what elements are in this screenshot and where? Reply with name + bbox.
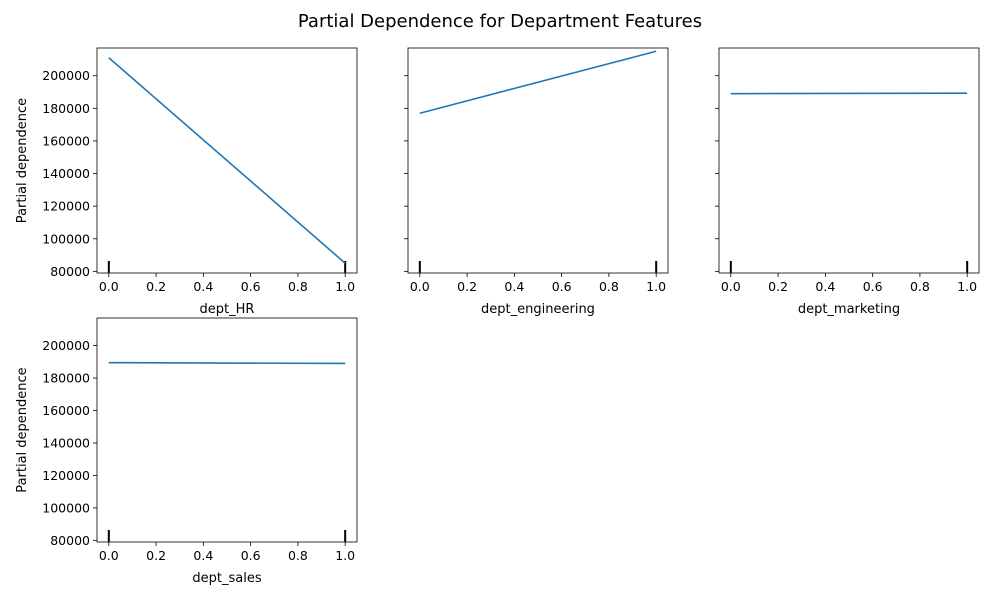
axes-frame bbox=[96, 47, 358, 274]
x-axis-label: dept_HR bbox=[200, 302, 255, 317]
x-tick-label: 0.4 bbox=[504, 279, 524, 294]
y-tick-label: 200000 bbox=[42, 68, 90, 83]
y-tick-label: 200000 bbox=[42, 338, 90, 353]
y-tick-label: 120000 bbox=[42, 199, 90, 214]
axes-frame bbox=[407, 47, 669, 274]
x-axis-label: dept_marketing bbox=[798, 302, 900, 317]
y-axis-label: Partial dependence bbox=[15, 367, 30, 492]
x-tick-label: 1.0 bbox=[957, 279, 977, 294]
x-tick-label: 1.0 bbox=[335, 279, 355, 294]
y-tick-label: 180000 bbox=[42, 371, 90, 386]
subplot-dept_sales: 0.0 0.2 0.4 0.6 0.8 1.0 80000 100000 120000 14000… bbox=[15, 317, 358, 586]
x-tick-label: 0.6 bbox=[241, 279, 261, 294]
y-tick-label: 80000 bbox=[50, 533, 90, 548]
y-tick-label: 140000 bbox=[42, 166, 90, 181]
figure-title: Partial Dependence for Department Featur… bbox=[298, 11, 702, 32]
x-tick-label: 0.4 bbox=[193, 548, 213, 563]
x-tick-label: 0.8 bbox=[288, 279, 308, 294]
x-tick-label: 0.0 bbox=[410, 279, 430, 294]
y-tick-label: 160000 bbox=[42, 403, 90, 418]
axes-frame bbox=[96, 317, 358, 543]
x-tick-label: 0.2 bbox=[457, 279, 477, 294]
subplot-grid: 0.0 0.2 0.4 0.6 0.8 1.0 80000 100000 120000 14000… bbox=[15, 47, 980, 586]
subplot-dept_engineering: 0.0 0.2 0.4 0.6 0.8 1.0 dept_engineering bbox=[404, 47, 669, 317]
x-axis-label: dept_sales bbox=[192, 571, 261, 586]
axes-frame bbox=[718, 47, 980, 274]
x-tick-label: 0.6 bbox=[863, 279, 883, 294]
x-axis-label: dept_engineering bbox=[481, 302, 595, 317]
pd-line-dept_HR bbox=[108, 57, 346, 264]
x-tick-label: 0.6 bbox=[552, 279, 572, 294]
pd-line-dept_engineering bbox=[419, 50, 657, 114]
x-tick-label: 0.4 bbox=[193, 279, 213, 294]
x-tick-label: 1.0 bbox=[646, 279, 666, 294]
x-tick-label: 0.0 bbox=[99, 279, 119, 294]
y-tick-label: 140000 bbox=[42, 435, 90, 450]
x-tick-label: 0.2 bbox=[146, 279, 166, 294]
y-tick-label: 100000 bbox=[42, 231, 90, 246]
x-tick-label: 0.8 bbox=[288, 548, 308, 563]
x-tick-label: 1.0 bbox=[335, 548, 355, 563]
y-tick-label: 180000 bbox=[42, 101, 90, 116]
subplot-dept_HR: 0.0 0.2 0.4 0.6 0.8 1.0 80000 100000 120000 14000… bbox=[15, 47, 358, 317]
pd-line-dept_sales bbox=[108, 361, 346, 365]
x-tick-label: 0.4 bbox=[815, 279, 835, 294]
subplot-dept_marketing: 0.0 0.2 0.4 0.6 0.8 1.0 dept_marketing bbox=[715, 47, 980, 317]
y-tick-label: 120000 bbox=[42, 468, 90, 483]
y-tick-label: 160000 bbox=[42, 133, 90, 148]
x-tick-label: 0.0 bbox=[99, 548, 119, 563]
y-axis-label: Partial dependence bbox=[15, 98, 30, 223]
x-tick-label: 0.6 bbox=[241, 548, 261, 563]
y-tick-label: 100000 bbox=[42, 500, 90, 515]
x-tick-label: 0.2 bbox=[146, 548, 166, 563]
x-tick-label: 0.0 bbox=[721, 279, 741, 294]
y-tick-label: 80000 bbox=[50, 264, 90, 279]
x-tick-label: 0.8 bbox=[599, 279, 619, 294]
x-tick-label: 0.8 bbox=[910, 279, 930, 294]
x-tick-label: 0.2 bbox=[768, 279, 788, 294]
